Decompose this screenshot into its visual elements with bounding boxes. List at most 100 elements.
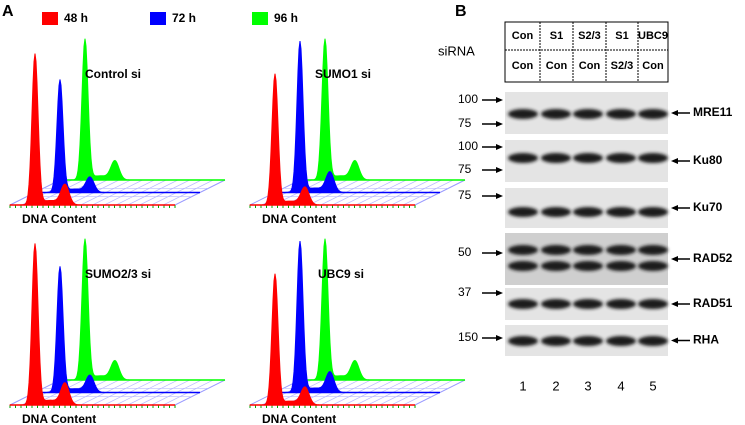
sirna-cell: Con [512,30,534,42]
arrow-head [496,144,503,150]
band [638,207,668,217]
legend-swatch [150,12,166,25]
sirna-cell: Con [642,60,664,72]
band [541,109,571,119]
band [606,109,636,119]
band [508,245,538,255]
marker-label: 100 [458,139,478,153]
protein-label: RAD51 [693,296,733,310]
x-axis-label: DNA Content [262,412,336,425]
histogram-plot [9,238,226,408]
lane-number: 3 [584,378,591,393]
sirna-cell: Con [512,60,534,72]
histogram-plot [9,38,226,208]
band [638,153,668,163]
lane-number: 5 [649,378,656,393]
legend-label: 96 h [274,11,298,25]
band [573,245,603,255]
marker-label: 50 [458,245,472,259]
legend-label: 48 h [64,11,88,25]
plot-title: Control si [85,67,141,81]
histogram-peak [59,238,225,381]
band [508,261,538,271]
protein-label: Ku80 [693,153,723,167]
legend-label: 72 h [172,11,196,25]
band [541,336,571,346]
arrow-head [496,193,503,199]
histogram-peak [299,238,465,381]
marker-label: 75 [458,188,472,202]
histogram-peak [59,38,225,181]
arrow-head [496,290,503,296]
panel-label: A [2,3,14,20]
lane-number: 1 [519,378,526,393]
histogram-plot [249,38,466,208]
histogram-peak [299,38,465,181]
marker-label: 37 [458,285,472,299]
sirna-cell: S1 [550,30,563,42]
sirna-cell: S1 [615,30,628,42]
header-table [504,21,669,83]
band [508,153,538,163]
marker-label: 100 [458,92,478,106]
band [573,207,603,217]
sirna-cell: Con [579,60,601,72]
panel-label: B [455,3,467,20]
protein-label: RAD52 [693,251,733,265]
arrow-head [496,250,503,256]
arrow-head [496,335,503,341]
marker-label: 150 [458,330,478,344]
band [638,299,668,309]
arrow-head [496,167,503,173]
band [508,299,538,309]
band [573,261,603,271]
x-axis-label: DNA Content [22,412,96,425]
band [606,261,636,271]
band [541,153,571,163]
legend-swatch [252,12,268,25]
band [573,109,603,119]
row-label: siRNA [438,43,475,58]
band [638,261,668,271]
band [606,245,636,255]
plot-title: SUMO1 si [315,67,371,81]
lane-number: 4 [617,378,624,393]
plot-title: UBC9 si [318,267,364,281]
arrow-head [671,110,678,116]
marker-label: 75 [458,116,472,130]
arrow-head [671,337,678,344]
legend-swatch [42,12,58,25]
band [541,207,571,217]
band [638,336,668,346]
plot-title: SUMO2/3 si [85,267,151,281]
arrow-head [496,97,503,103]
arrow-head [671,205,678,211]
band [541,261,571,271]
protein-label: MRE11 [693,105,733,119]
histogram-plot [249,238,466,408]
band [638,245,668,255]
arrow-head [671,256,678,262]
band [508,336,538,346]
blot [505,233,668,285]
band [573,299,603,309]
band [573,153,603,163]
sirna-cell: UBC9 [638,30,668,42]
band [541,299,571,309]
band [508,109,538,119]
band [573,336,603,346]
sirna-cell: S2/3 [611,60,634,72]
band [541,245,571,255]
x-axis-label: DNA Content [262,212,336,226]
band [606,299,636,309]
protein-label: Ku70 [693,200,723,214]
sirna-cell: S2/3 [578,30,601,42]
marker-label: 75 [458,162,472,176]
sirna-cell: Con [546,60,568,72]
band [508,207,538,217]
band [606,207,636,217]
arrow-head [496,121,503,127]
band [638,109,668,119]
band [606,336,636,346]
